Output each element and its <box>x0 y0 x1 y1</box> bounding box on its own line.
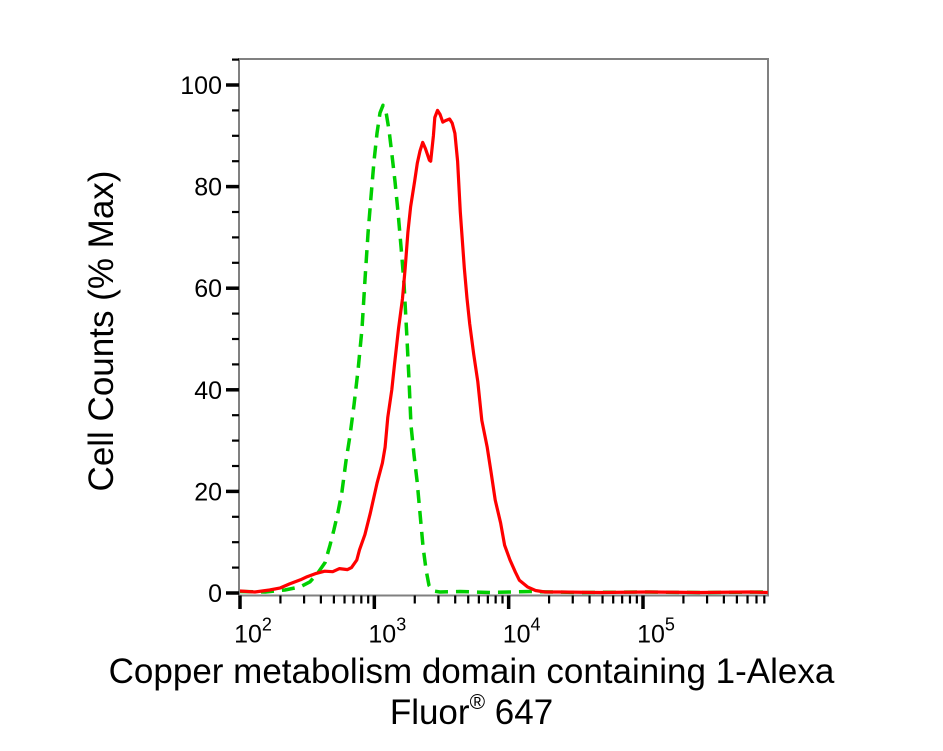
x-tick-label: 105 <box>637 615 675 649</box>
y-tick-label: 0 <box>208 580 222 608</box>
registered-trademark-symbol: ® <box>469 691 486 715</box>
red-solid-curve <box>239 108 768 595</box>
x-tick-label: 104 <box>503 615 541 649</box>
x-axis-title: Copper metabolism domain containing 1-Al… <box>0 651 943 733</box>
x-tick-label: 102 <box>234 615 272 649</box>
y-tick-label: 80 <box>194 174 222 202</box>
y-tick-label: 20 <box>194 478 222 506</box>
y-tick-label: 40 <box>194 377 222 405</box>
plot-frame <box>238 58 769 597</box>
y-tick-label: 100 <box>180 72 222 100</box>
y-tick-label: 60 <box>194 275 222 303</box>
y-axis-label: Cell Counts (% Max) <box>82 170 121 492</box>
x-tick-label: 103 <box>368 615 406 649</box>
x-axis-title-line1: Copper metabolism domain containing 1-Al… <box>108 652 835 691</box>
x-axis-title-line2: Fluor® 647 <box>0 692 943 733</box>
x-axis-title-fluor: Fluor <box>389 693 470 732</box>
green-dashed-curve <box>239 103 768 595</box>
x-axis-title-647: 647 <box>485 693 554 732</box>
